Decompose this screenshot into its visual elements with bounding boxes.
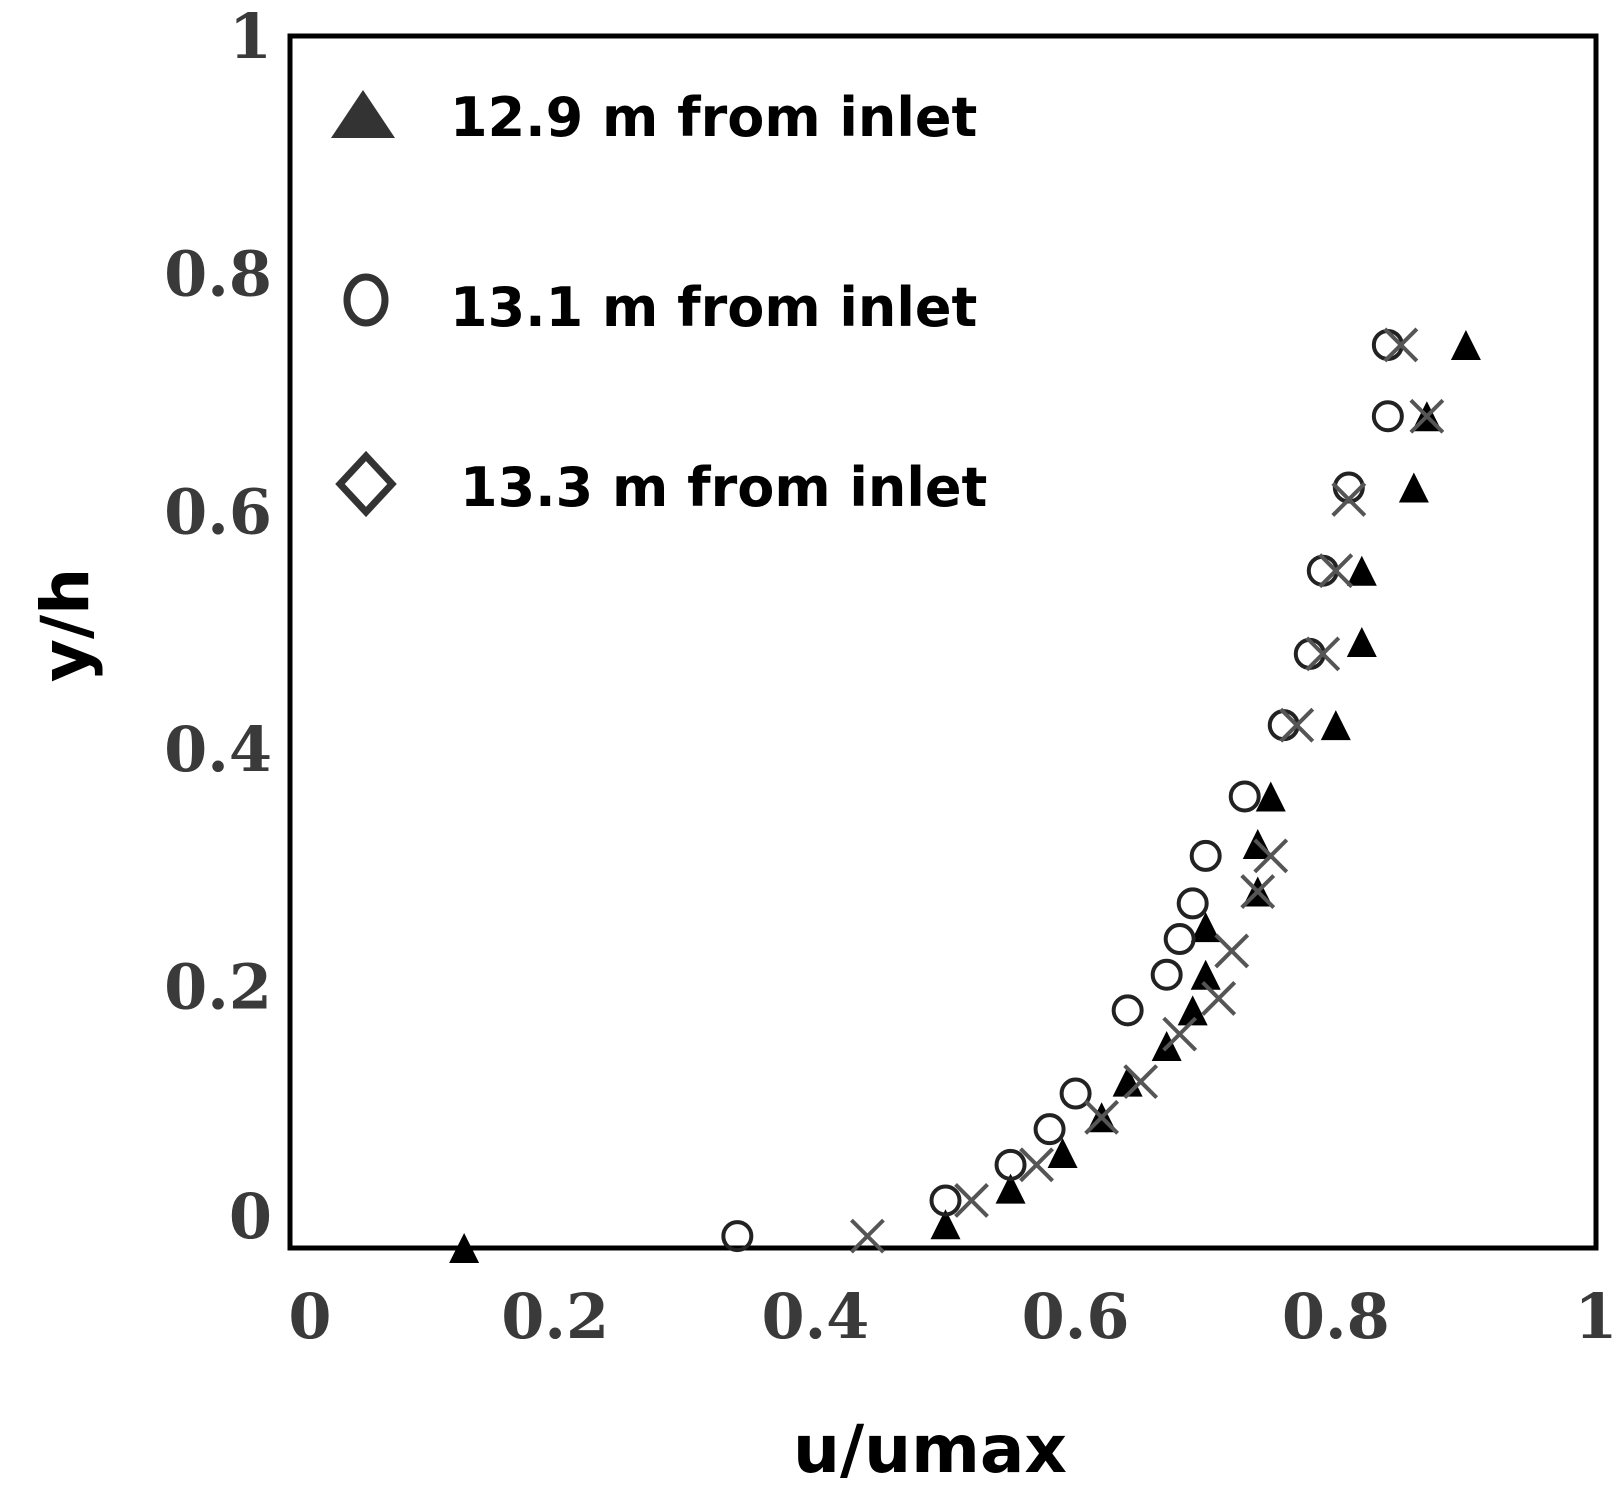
data-point-circle: [721, 1220, 754, 1253]
legend-label: 12.9 m from inlet: [450, 86, 977, 149]
data-point-cross: [1162, 1016, 1198, 1052]
data-point-circle: [929, 1184, 962, 1217]
data-point-circle: [1176, 887, 1209, 920]
legend-triangle-icon: [331, 90, 395, 138]
data-point-triangle: [1346, 555, 1377, 586]
x-tick-label: 0.6: [1022, 1280, 1130, 1353]
data-point-cross: [1123, 1064, 1159, 1100]
data-point-cross: [1383, 327, 1419, 363]
data-point-circle: [1163, 923, 1196, 956]
data-point-triangle: [1398, 472, 1429, 503]
y-tick-label: 1: [229, 0, 272, 73]
x-tick-label: 0: [288, 1280, 331, 1353]
data-point-cross: [1279, 707, 1315, 743]
data-point-triangle: [1177, 995, 1208, 1026]
data-point-triangle: [1190, 959, 1221, 990]
data-point-triangle: [1190, 912, 1221, 943]
plot-frame: [287, 33, 1599, 1251]
data-point-circle: [1150, 958, 1183, 991]
legend: 12.9 m from inlet 13.1 m from inlet 13.3…: [331, 86, 987, 519]
data-point-circle: [1033, 1113, 1066, 1146]
data-point-triangle: [449, 1233, 480, 1263]
data-point-cross: [1409, 398, 1445, 434]
legend-label: 13.1 m from inlet: [450, 276, 977, 339]
data-point-triangle: [1320, 710, 1351, 741]
y-tick-labels: 0 0.2 0.4 0.6 0.8 1: [164, 0, 272, 1253]
data-point-triangle: [930, 1209, 961, 1240]
data-point-triangle: [995, 1173, 1026, 1204]
data-point-triangle: [1047, 1137, 1078, 1168]
data-point-cross: [1305, 636, 1341, 672]
x-tick-label: 0.2: [501, 1280, 609, 1353]
data-point-circle: [1371, 400, 1404, 433]
data-point-triangle: [1346, 627, 1377, 657]
x-tick-label: 0.8: [1282, 1280, 1390, 1353]
data-point-cross: [1214, 933, 1250, 969]
data-point-circle: [1111, 994, 1144, 1027]
data-points: [449, 327, 1481, 1263]
x-tick-label: 1: [1574, 1280, 1617, 1353]
y-tick-label: 0.2: [164, 951, 272, 1024]
y-tick-label: 0: [229, 1180, 272, 1253]
x-tick-labels: 0 0.2 0.4 0.6 0.8 1: [288, 1280, 1617, 1353]
data-point-cross: [1240, 874, 1276, 909]
legend-label: 13.3 m from inlet: [460, 456, 987, 519]
data-point-triangle: [1450, 329, 1481, 360]
data-point-cross: [954, 1183, 989, 1218]
data-point-cross: [1201, 981, 1237, 1016]
data-point-circle: [1228, 780, 1261, 813]
y-axis-label: y/h: [27, 568, 104, 682]
data-point-cross: [1331, 481, 1367, 517]
data-point-circle: [994, 1148, 1027, 1181]
y-tick-label: 0.6: [164, 475, 272, 548]
y-tick-label: 0.8: [164, 238, 272, 311]
data-point-circle: [1189, 839, 1222, 872]
data-point-cross: [850, 1218, 885, 1254]
x-tick-label: 0.4: [761, 1280, 869, 1353]
y-tick-label: 0.4: [164, 713, 272, 786]
x-axis-label: u/umax: [793, 1411, 1067, 1488]
data-point-cross: [1084, 1099, 1120, 1135]
data-point-cross: [1318, 553, 1354, 589]
legend-diamond-icon: [335, 450, 397, 518]
data-point-circle: [1059, 1077, 1092, 1110]
data-point-triangle: [1255, 781, 1286, 812]
data-point-cross: [1253, 838, 1289, 874]
data-point-cross: [1019, 1147, 1054, 1183]
legend-circle-icon: [343, 273, 389, 327]
